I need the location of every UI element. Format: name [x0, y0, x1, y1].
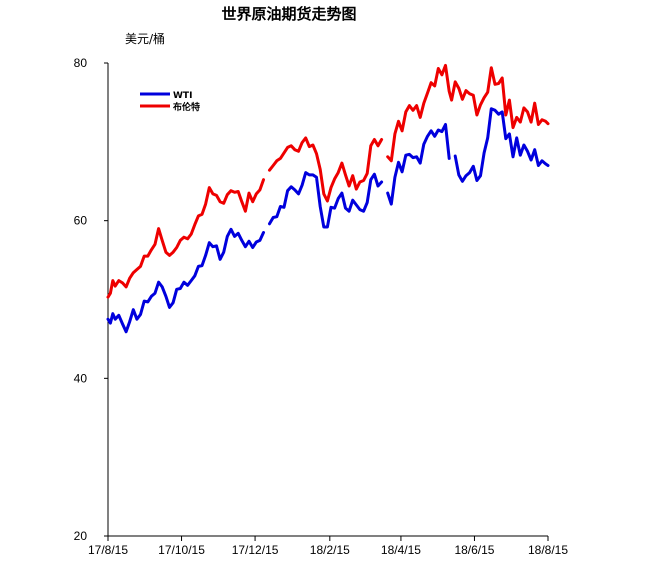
legend-label: WTI: [173, 91, 192, 101]
y-tick-label: 80: [74, 56, 88, 70]
x-tick-label: 18/4/15: [381, 543, 421, 557]
x-axis-ticks: 17/8/15 17/10/15 17/12/15 18/2/15 18/4/15 18/…: [88, 536, 568, 557]
y-tick-label: 40: [74, 371, 88, 385]
y-tick-label: 20: [74, 529, 88, 543]
series-lines: [106, 63, 550, 334]
y-axis-ticks: 20 40 60 80: [74, 56, 108, 543]
x-tick-label: 17/8/15: [88, 543, 128, 557]
y-tick-label: 60: [74, 214, 88, 228]
series-line-1: [106, 63, 550, 299]
y-axis-unit-label: 美元/桶: [125, 31, 165, 46]
chart-title: 世界原油期货走势图: [221, 5, 356, 23]
x-tick-label: 18/6/15: [454, 543, 494, 557]
x-tick-label: 18/8/15: [528, 543, 568, 557]
x-tick-label: 17/12/15: [232, 543, 279, 557]
x-tick-label: 17/10/15: [158, 543, 205, 557]
legend-label: 布伦特: [172, 101, 200, 113]
series-line-0: [106, 107, 550, 334]
x-tick-label: 18/2/15: [310, 543, 350, 557]
